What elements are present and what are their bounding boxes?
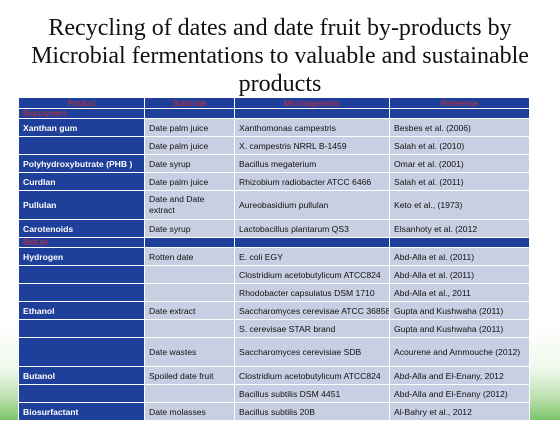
table-group-row: Biofuel	[18, 237, 530, 248]
microorganism-cell: X. campestris NRRL B-1459	[234, 136, 390, 155]
product-cell: Hydrogen	[18, 247, 145, 266]
microorganism-cell: Bacillus subtilis 20B	[234, 402, 390, 421]
microorganism-cell: Bacillus megaterium	[234, 154, 390, 173]
product-cell	[18, 136, 145, 155]
table-row: Hydrogen Rotten date E. coli EGY Abd-Alla e…	[18, 247, 530, 266]
product-cell: Carotenoids	[18, 219, 145, 238]
substrate-cell: Spoiled date fruit	[144, 366, 235, 385]
table-row: Rhodobacter capsulatus DSM 1710 Abd-Alla …	[18, 283, 530, 302]
column-header-product: Product	[18, 97, 145, 109]
table-row: Clostridium acetobutylicum ATCC824 Abd-Al…	[18, 265, 530, 284]
table-row: Bacillus subtilis DSM 4451 Abd-Alla and E…	[18, 384, 530, 403]
substrate-cell: Date and Date extract	[144, 190, 235, 220]
column-header-microorganisms: Microorganisms	[234, 97, 390, 109]
microorganism-cell: Rhizobium radiobacter ATCC 6466	[234, 172, 390, 191]
substrate-cell: Date wastes	[144, 337, 235, 367]
table-row: Date wastes Saccharomyces cerevisiae SDB A…	[18, 337, 530, 367]
product-cell	[18, 337, 145, 367]
product-cell: Biosurfactant	[18, 402, 145, 421]
table-row: Polyhydroxybutrate (PHB ) Date syrup Bacil…	[18, 154, 530, 173]
reference-cell: Elsanhoty et al. (2012	[389, 219, 530, 238]
reference-cell: Al-Bahry et al., 2012	[389, 402, 530, 421]
group-filler-cell	[389, 237, 530, 248]
reference-cell: Gupta and Kushwaha (2011)	[389, 319, 530, 338]
substrate-cell: Date molasses	[144, 402, 235, 421]
group-label: Biopolymers	[18, 108, 145, 119]
group-filler-cell	[144, 237, 235, 248]
reference-cell: Salah et al. (2011)	[389, 172, 530, 191]
substrate-cell: Rotten date	[144, 247, 235, 266]
substrate-cell	[144, 265, 235, 284]
reference-cell: Abd-Alla and El-Enany (2012)	[389, 384, 530, 403]
table-row: S. cerevisae STAR brand Gupta and Kushwah…	[18, 319, 530, 338]
table-row: Xanthan gum Date palm juice Xanthomonas ca…	[18, 118, 530, 137]
microorganism-cell: S. cerevisae STAR brand	[234, 319, 390, 338]
column-header-reference: Reference	[389, 97, 530, 109]
substrate-cell: Date syrup	[144, 219, 235, 238]
microorganism-cell: Clostridium acetobutylicum ATCC824	[234, 265, 390, 284]
microorganism-cell: Aureobasidium pullulan	[234, 190, 390, 220]
reference-cell: Omar et al. (2001)	[389, 154, 530, 173]
microorganism-cell: Rhodobacter capsulatus DSM 1710	[234, 283, 390, 302]
microorganism-cell: Saccharomyces cerevisiae SDB	[234, 337, 390, 367]
substrate-cell	[144, 384, 235, 403]
fermentation-products-table: Product Substrate Microorganisms Referen…	[18, 97, 530, 421]
product-cell: Butanol	[18, 366, 145, 385]
microorganism-cell: E. coli EGY	[234, 247, 390, 266]
product-cell	[18, 384, 145, 403]
group-filler-cell	[234, 237, 390, 248]
substrate-cell	[144, 283, 235, 302]
substrate-cell: Date extract	[144, 301, 235, 320]
reference-cell: Acourene and Ammouche (2012)	[389, 337, 530, 367]
substrate-cell	[144, 319, 235, 338]
table-row: Carotenoids Date syrup Lactobacillus plant…	[18, 219, 530, 238]
substrate-cell: Date palm juice	[144, 172, 235, 191]
substrate-cell: Date palm juice	[144, 136, 235, 155]
microorganism-cell: Saccharomyces cerevisae ATCC 36858	[234, 301, 390, 320]
group-filler-cell	[234, 108, 390, 119]
product-cell: Xanthan gum	[18, 118, 145, 137]
reference-cell: Besbes et al. (2006)	[389, 118, 530, 137]
reference-cell: Abd-Alla et al. (2011)	[389, 265, 530, 284]
product-cell	[18, 265, 145, 284]
product-cell: Ethanol	[18, 301, 145, 320]
reference-cell: Abd-Alla et al. (2011)	[389, 247, 530, 266]
microorganism-cell: Xanthomonas campestris	[234, 118, 390, 137]
product-cell: Polyhydroxybutrate (PHB )	[18, 154, 145, 173]
table-row: Ethanol Date extract Saccharomyces cerevis…	[18, 301, 530, 320]
product-cell: Pullulan	[18, 190, 145, 220]
group-filler-cell	[144, 108, 235, 119]
reference-cell: Keto et al., (1973)	[389, 190, 530, 220]
table-row: Curdlan Date palm juice Rhizobium radiobac…	[18, 172, 530, 191]
group-filler-cell	[389, 108, 530, 119]
table-row: Pullulan Date and Date extract Aureobasidi…	[18, 190, 530, 220]
table-body: Biopolymers Xanthan gum Date palm juice Xan…	[18, 108, 530, 421]
microorganism-cell: Bacillus subtilis DSM 4451	[234, 384, 390, 403]
reference-cell: Abd-Alla et al., 2011	[389, 283, 530, 302]
product-cell: Curdlan	[18, 172, 145, 191]
reference-cell: Gupta and Kushwaha (2011)	[389, 301, 530, 320]
table-row: Biosurfactant Date molasses Bacillus subti…	[18, 402, 530, 421]
column-header-substrate: Substrate	[144, 97, 235, 109]
reference-cell: Salah et al. (2010)	[389, 136, 530, 155]
slide-title: Recycling of dates and date fruit by-pro…	[31, 15, 529, 97]
table-row: Butanol Spoiled date fruit Clostridium ace…	[18, 366, 530, 385]
substrate-cell: Date syrup	[144, 154, 235, 173]
reference-cell: Abd-Alla and El-Enany, 2012	[389, 366, 530, 385]
product-cell	[18, 319, 145, 338]
group-label: Biofuel	[18, 237, 145, 248]
table-header-row: Product Substrate Microorganisms Referen…	[18, 97, 530, 109]
microorganism-cell: Clostridium acetobutylicum ATCC824	[234, 366, 390, 385]
product-cell	[18, 283, 145, 302]
table-group-row: Biopolymers	[18, 108, 530, 119]
microorganism-cell: Lactobacillus plantarum QS3	[234, 219, 390, 238]
table-row: Date palm juice X. campestris NRRL B-145…	[18, 136, 530, 155]
substrate-cell: Date palm juice	[144, 118, 235, 137]
